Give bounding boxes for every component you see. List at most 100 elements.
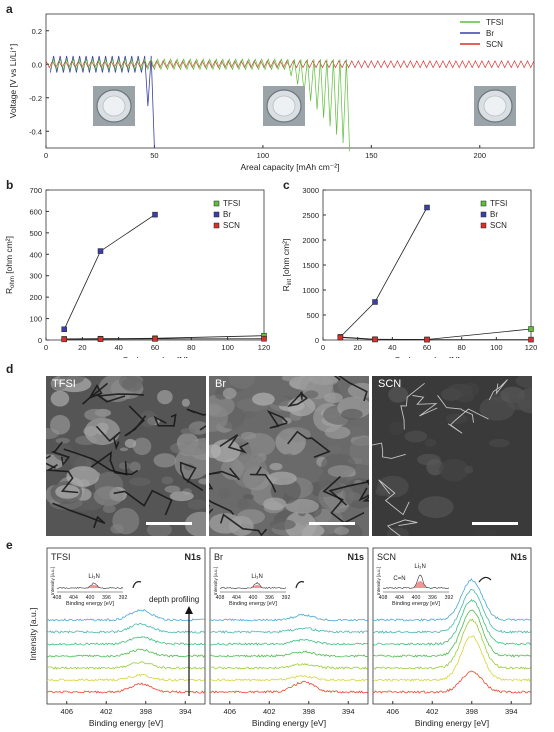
sem-label: Br [215, 378, 226, 390]
x-tick-label: 402 [426, 707, 439, 716]
sem-grain [69, 452, 87, 469]
xps-trace [372, 588, 531, 634]
sem-grain [252, 392, 275, 406]
sem-grain [334, 526, 350, 535]
data-point-br [424, 204, 430, 211]
sem-grain [281, 376, 300, 382]
subplot-region-label: N1s [510, 552, 527, 562]
inset-trace [219, 582, 287, 589]
subplot-region-label: N1s [184, 552, 201, 562]
x-tick-label: 394 [505, 707, 518, 716]
sem-crack [372, 442, 406, 459]
inset-peak-fill [414, 581, 426, 588]
xps-trace [373, 670, 531, 694]
sem-crack [46, 454, 56, 469]
sem-image-scn: SCN [372, 376, 532, 536]
x-axis-label: Cycle number [N] [122, 355, 188, 358]
ohmic-resistance-chart: 0 20 40 60 80 100 120 0 100 200 300 400 500 600 700 Cyc… [4, 186, 270, 358]
xps-inset: 408 404 400 396 392 Binding energy [eV] Intens… [213, 567, 305, 607]
legend-label-scn: SCN [486, 40, 503, 49]
inset-tick-label: 392 [445, 595, 454, 601]
sem-crack [209, 482, 235, 515]
series-line-tfsi [64, 335, 265, 340]
panel-label-c: c [283, 178, 290, 192]
scale-bar [472, 522, 518, 525]
y-tick-label: 400 [29, 250, 42, 259]
y-tick-label: 0.2 [32, 27, 42, 36]
x-tick-label: 80 [457, 343, 465, 352]
y-tick-label: 600 [29, 207, 42, 216]
sem-crack [287, 430, 331, 458]
sem-grain [180, 427, 196, 435]
sem-crack [249, 466, 277, 493]
sem-grain [124, 438, 137, 448]
inset-tick-label: 404 [232, 595, 241, 601]
y-tick-label: 300 [29, 272, 42, 281]
x-tick-label: 80 [187, 343, 195, 352]
cell-center [102, 95, 126, 117]
inset-ylabel: Intensity [a.u.] [376, 567, 381, 595]
x-tick-label: 406 [60, 707, 73, 716]
y-tick-label: 0 [315, 336, 319, 345]
inset-tick-label: 404 [395, 595, 404, 601]
inset-tick-label: 396 [265, 595, 274, 601]
x-tick-label: 40 [114, 343, 122, 352]
sem-grain [327, 444, 343, 455]
sem-grain [139, 410, 158, 428]
sem-grain [50, 415, 71, 435]
xps-trace [47, 661, 205, 670]
inset-tick-label: 408 [53, 595, 62, 601]
xps-trace [372, 635, 531, 682]
y-tick-label: 0.0 [32, 60, 42, 69]
inset-tick-label: 408 [379, 595, 388, 601]
inset-tick-label: 392 [119, 595, 128, 601]
sem-crack [400, 382, 425, 430]
inset-xlabel: Binding energy [eV] [229, 601, 277, 607]
sem-grain [228, 515, 254, 536]
data-point-br [152, 211, 158, 218]
sem-crack [328, 479, 369, 506]
xps-inset: 408 404 400 396 392 Binding energy [eV] Intens… [50, 567, 142, 607]
sem-grain [153, 453, 177, 468]
sem-crack [412, 395, 438, 417]
data-point-tfsi [528, 326, 534, 332]
sem-crack [96, 393, 144, 403]
legend-marker-tfsi [213, 200, 220, 207]
sem-crack [179, 461, 204, 492]
inset-peak-label: Li₃N [414, 564, 425, 570]
sem-crack [266, 409, 288, 429]
x-tick-label: 120 [525, 343, 538, 352]
x-tick-label: 398 [302, 707, 315, 716]
sem-grain [263, 497, 287, 511]
sem-grain [341, 408, 363, 420]
sem-crack [286, 390, 308, 408]
y-tick-label: 700 [29, 186, 42, 195]
sem-grain [439, 458, 469, 482]
inset-tick-label: 396 [102, 595, 111, 601]
x-tick-label: 398 [465, 707, 478, 716]
sem-crack [447, 408, 489, 434]
series-line-scn [64, 338, 265, 340]
sem-grain [287, 397, 316, 417]
xps-trace [209, 613, 368, 622]
y-tick-label: 1000 [302, 286, 319, 295]
sem-grain [169, 491, 194, 502]
x-axis-label: Areal capacity [mAh cm⁻²] [241, 162, 340, 172]
pointer-arrow [478, 576, 492, 583]
sem-grain [59, 376, 86, 385]
sem-grain [228, 376, 256, 390]
plot-frame [322, 189, 532, 341]
x-tick-label: 20 [78, 343, 86, 352]
xps-trace [46, 636, 205, 646]
inset-xlabel: Binding energy [eV] [66, 601, 114, 607]
data-point-br [97, 248, 104, 254]
scale-bar [146, 522, 192, 525]
plot-frame [209, 547, 369, 705]
sem-grain [112, 507, 140, 535]
y-tick-label: 2000 [302, 236, 319, 245]
inset-tick-label: 400 [249, 595, 258, 601]
inset-tick-label: 392 [282, 595, 291, 601]
sem-grain [388, 421, 404, 436]
x-tick-label: 398 [139, 707, 152, 716]
photo-br-cell [93, 86, 135, 126]
